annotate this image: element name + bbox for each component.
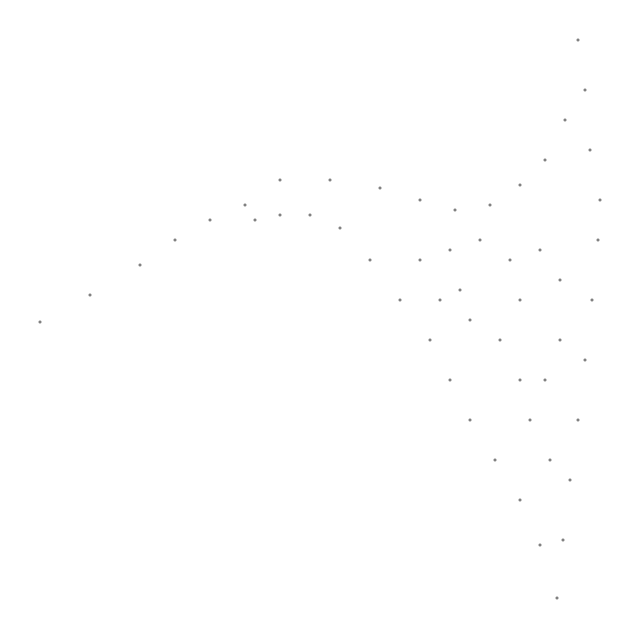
scatter-point [368,258,372,262]
scatter-point [538,543,542,547]
scatter-point [576,418,580,422]
scatter-point [338,226,342,230]
scatter-point [308,213,312,217]
scatter-point [38,320,42,324]
scatter-point [398,298,402,302]
scatter-point [555,596,559,600]
scatter-point [453,208,457,212]
scatter-point [543,378,547,382]
scatter-point [278,178,282,182]
scatter-point [598,198,602,202]
scatter-point [558,338,562,342]
scatter-point [583,358,587,362]
scatter-point [418,258,422,262]
scatter-point [243,203,247,207]
scatter-point [448,248,452,252]
scatter-point [538,248,542,252]
scatter-point [518,378,522,382]
scatter-point [518,298,522,302]
scatter-point [528,418,532,422]
scatter-point [378,186,382,190]
scatter-point [543,158,547,162]
scatter-point [328,178,332,182]
scatter-point [493,458,497,462]
scatter-point [88,293,92,297]
scatter-point [173,238,177,242]
scatter-point [458,288,462,292]
scatter-point [418,198,422,202]
scatter-point [468,418,472,422]
scatter-point [563,118,567,122]
scatter-point [561,538,565,542]
scatter-point [508,258,512,262]
scatter-points-layer [38,38,602,600]
scatter-point [558,278,562,282]
scatter-point [548,458,552,462]
scatter-point [278,213,282,217]
scatter-point [438,298,442,302]
scatter-point [498,338,502,342]
scatter-point [428,338,432,342]
scatter-point [583,88,587,92]
scatter-point [596,238,600,242]
scatter-point [518,498,522,502]
scatter-point [488,203,492,207]
scatter-point [576,38,580,42]
scatter-point [588,148,592,152]
scatter-point [253,218,257,222]
scatter-point [138,263,142,267]
scatter-point [208,218,212,222]
scatter-point [468,318,472,322]
scatter-point [568,478,572,482]
scatter-point [518,183,522,187]
scatter-point [478,238,482,242]
scatter-point [590,298,594,302]
scatter-point [448,378,452,382]
